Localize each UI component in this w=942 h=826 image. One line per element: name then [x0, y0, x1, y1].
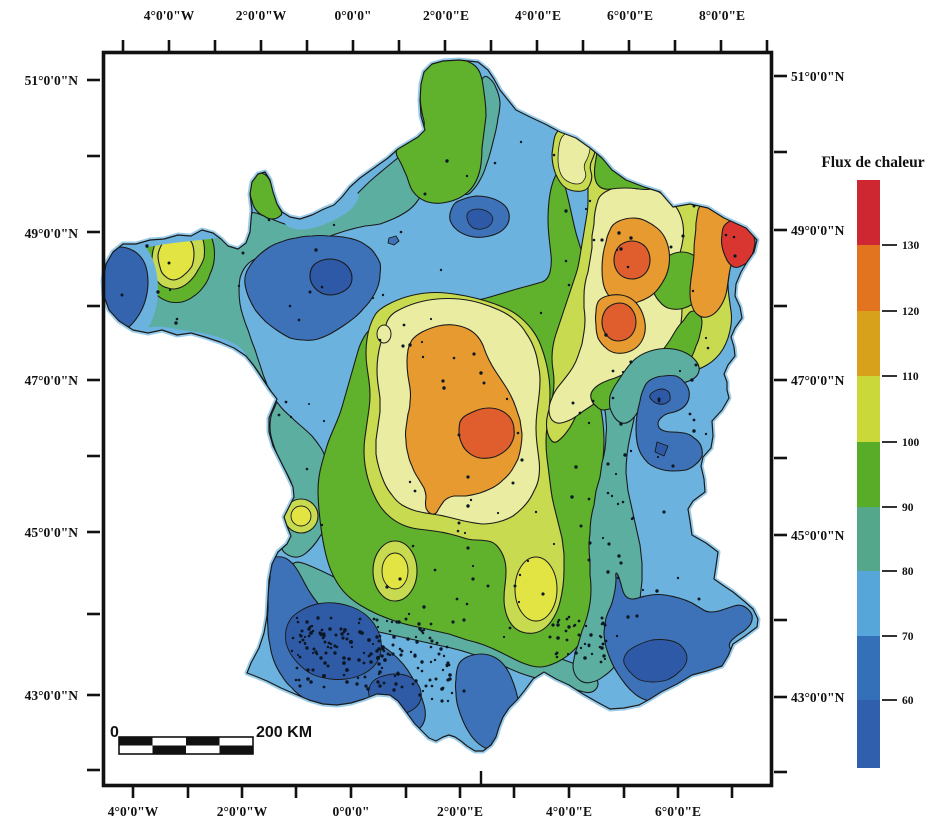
svg-text:49°0'0"N: 49°0'0"N — [25, 226, 79, 241]
svg-text:4°0'0"W: 4°0'0"W — [108, 804, 159, 819]
svg-text:49°0'0"N: 49°0'0"N — [791, 223, 845, 238]
svg-text:47°0'0"N: 47°0'0"N — [25, 373, 79, 388]
svg-text:80: 80 — [902, 566, 914, 578]
svg-text:70: 70 — [902, 631, 914, 643]
svg-text:Flux de chaleur: Flux de chaleur — [821, 154, 924, 171]
svg-text:51°0'0"N: 51°0'0"N — [25, 73, 79, 88]
svg-text:130: 130 — [902, 240, 920, 252]
svg-text:45°0'0"N: 45°0'0"N — [791, 528, 845, 543]
svg-text:4°0'0"E: 4°0'0"E — [515, 8, 561, 23]
svg-text:8°0'0"E: 8°0'0"E — [699, 8, 745, 23]
svg-text:2°0'0"W: 2°0'0"W — [236, 8, 287, 23]
svg-text:2°0'0"E: 2°0'0"E — [423, 8, 469, 23]
svg-text:200 KM: 200 KM — [256, 724, 312, 741]
svg-text:6°0'0"E: 6°0'0"E — [655, 804, 701, 819]
svg-text:2°0'0"E: 2°0'0"E — [437, 804, 483, 819]
svg-text:0°0'0": 0°0'0" — [333, 804, 370, 819]
svg-text:0: 0 — [110, 724, 119, 741]
svg-text:51°0'0"N: 51°0'0"N — [791, 69, 845, 84]
svg-text:120: 120 — [902, 306, 920, 318]
svg-text:110: 110 — [902, 371, 919, 383]
svg-text:90: 90 — [902, 502, 914, 514]
svg-text:2°0'0"W: 2°0'0"W — [217, 804, 268, 819]
svg-text:6°0'0"E: 6°0'0"E — [607, 8, 653, 23]
svg-text:43°0'0"N: 43°0'0"N — [25, 688, 79, 703]
svg-text:0°0'0": 0°0'0" — [335, 8, 372, 23]
svg-text:4°0'0"W: 4°0'0"W — [144, 8, 195, 23]
svg-text:45°0'0"N: 45°0'0"N — [25, 525, 79, 540]
svg-text:43°0'0"N: 43°0'0"N — [791, 690, 845, 705]
svg-text:47°0'0"N: 47°0'0"N — [791, 373, 845, 388]
svg-text:100: 100 — [902, 437, 920, 449]
svg-text:60: 60 — [902, 695, 914, 707]
svg-text:4°0'0"E: 4°0'0"E — [546, 804, 592, 819]
